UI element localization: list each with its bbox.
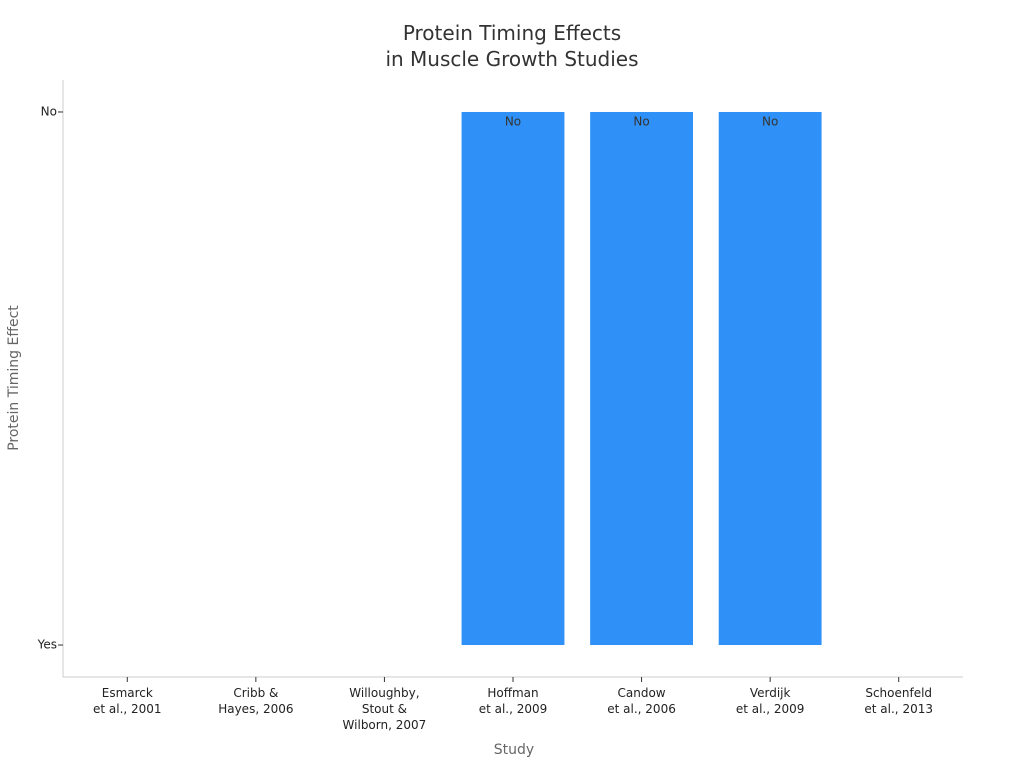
bar — [718, 111, 822, 646]
data-label: No — [633, 114, 649, 128]
x-tick-label: Candow et al., 2006 — [607, 686, 676, 716]
chart-title: Protein Timing Effects in Muscle Growth … — [385, 21, 639, 71]
y-tick-label: Yes — [37, 638, 57, 652]
y-tick-label: No — [41, 104, 57, 118]
x-tick-label: Verdijk et al., 2009 — [735, 686, 805, 716]
x-tick-label: Schoenfeld et al., 2013 — [864, 686, 933, 716]
data-label: No — [762, 114, 778, 128]
bar — [590, 111, 693, 646]
y-axis-title: Protein Timing Effect — [6, 305, 22, 451]
bar — [461, 111, 565, 646]
x-tick-label: Hoffman et al., 2009 — [478, 686, 548, 716]
x-tick-label: Willoughby, Stout & Wilborn, 2007 — [342, 686, 427, 732]
x-tick-label: Cribb & Hayes, 2006 — [218, 686, 294, 716]
data-label: No — [505, 114, 521, 128]
x-axis-title: Study — [493, 742, 535, 758]
x-tick-label: Esmarck et al., 2001 — [92, 686, 162, 716]
